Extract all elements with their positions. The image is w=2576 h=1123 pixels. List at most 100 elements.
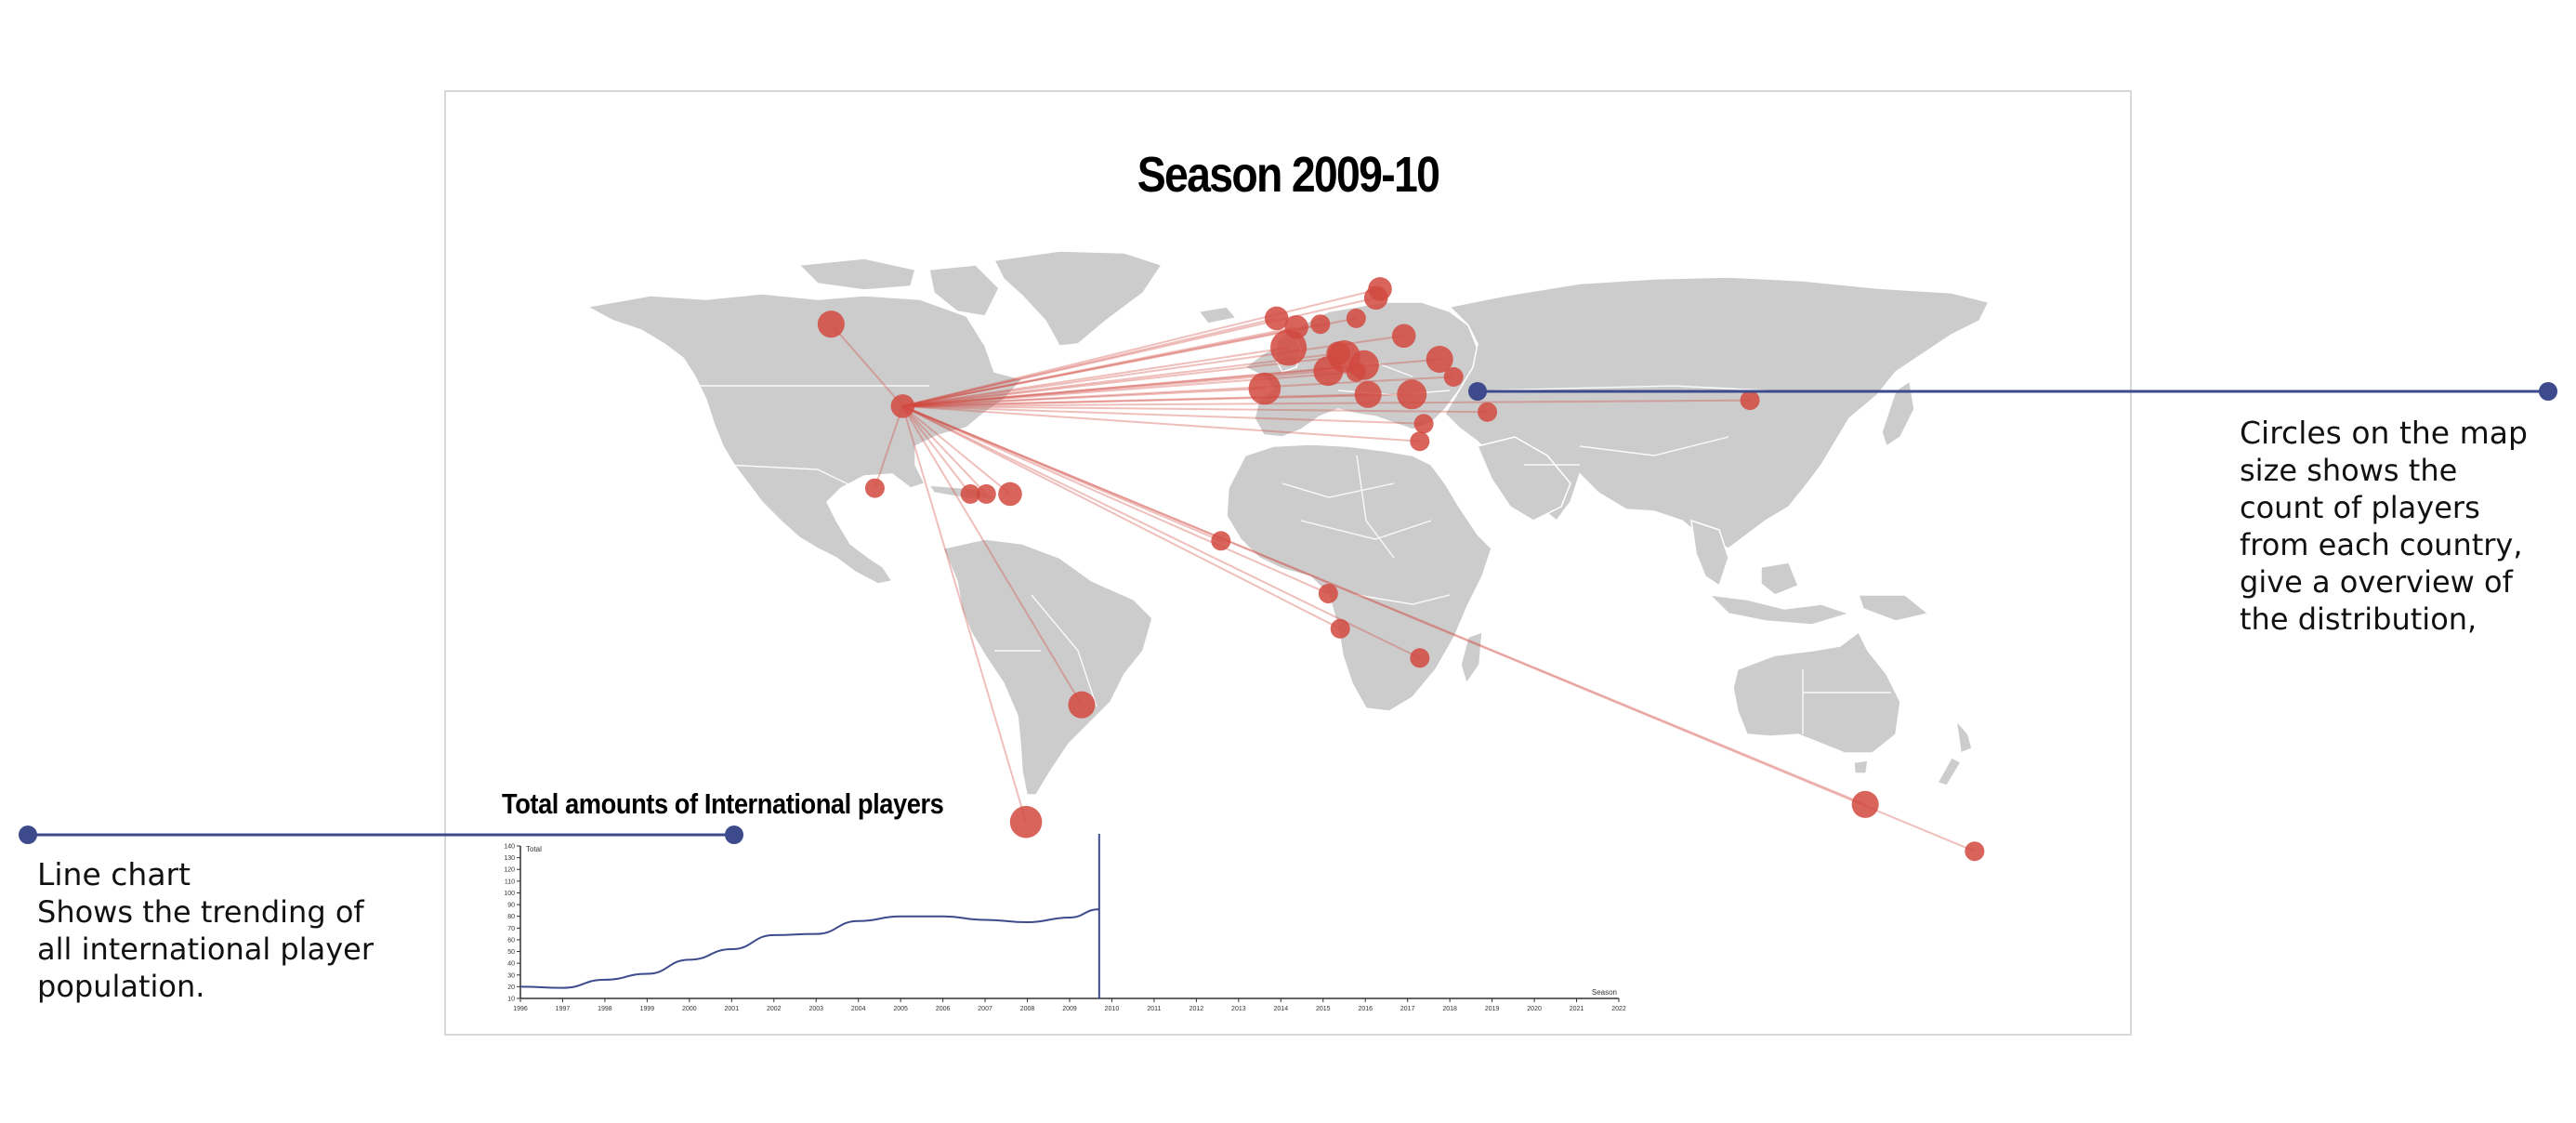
country-circle[interactable] (817, 310, 845, 338)
connection-line (902, 399, 1751, 407)
country-circle[interactable] (1346, 362, 1366, 382)
connection-line (902, 355, 1345, 407)
map-annotation-line: count of players (2240, 490, 2480, 525)
x-tick-label: 2018 (1442, 1006, 1457, 1012)
connection-lines (830, 287, 1976, 852)
connection-line (902, 404, 1222, 542)
chart-annotation-line: population. (37, 969, 205, 1004)
y-tick-label: 130 (504, 855, 515, 862)
land-tasmania (1853, 760, 1869, 774)
country-circle[interactable] (1426, 345, 1453, 374)
connection-line (902, 363, 1364, 407)
land-madagascar (1460, 630, 1483, 685)
map-annotation-title: Circles on the map (2240, 415, 2528, 451)
connection-line (902, 404, 1425, 425)
connection-line (902, 393, 1369, 407)
land-japan (1881, 379, 1915, 448)
country-circle[interactable] (1410, 431, 1430, 452)
connection-line (902, 335, 1404, 407)
country-circle[interactable] (1211, 531, 1231, 551)
country-circle[interactable] (1740, 390, 1760, 411)
x-tick-label: 2019 (1485, 1006, 1500, 1012)
x-axis-label: Season (1592, 988, 1617, 997)
connection-line (902, 323, 1321, 407)
country-circle[interactable] (1478, 402, 1498, 422)
x-tick-label: 1998 (598, 1006, 612, 1012)
connection-line (902, 287, 1381, 407)
country-circle[interactable] (976, 483, 996, 504)
country-circle[interactable] (1410, 648, 1430, 668)
y-tick-label: 110 (505, 879, 515, 885)
connection-line (901, 404, 1329, 595)
x-tick-label: 2003 (808, 1006, 823, 1012)
map-annotation-line: size shows the (2240, 453, 2458, 488)
country-circle[interactable] (1248, 372, 1281, 405)
connection-line (901, 405, 988, 495)
y-tick-label: 50 (507, 949, 515, 956)
country-circle[interactable] (1346, 308, 1366, 328)
map-annotation-line: the distribution, (2240, 601, 2477, 637)
connection-line (902, 317, 1277, 407)
country-circle[interactable] (1851, 790, 1879, 818)
x-tick-label: 2010 (1105, 1006, 1120, 1012)
connection-line (901, 405, 1341, 630)
land-borneo (1760, 562, 1799, 596)
country-circle[interactable] (864, 478, 885, 498)
y-tick-label: 40 (507, 961, 515, 968)
country-circle[interactable] (960, 483, 980, 504)
country-circle[interactable] (998, 482, 1022, 507)
land-new-guinea (1857, 594, 1930, 622)
country-circle[interactable] (890, 394, 915, 418)
x-tick-label: 1997 (556, 1006, 571, 1012)
connection-line (901, 405, 1011, 495)
connection-line (902, 404, 1420, 443)
country-circle[interactable] (1354, 380, 1382, 408)
x-tick-label: 2012 (1189, 1006, 1204, 1012)
country-borders (692, 362, 1891, 734)
country-circle[interactable] (1284, 315, 1308, 339)
land-africa (1226, 443, 1492, 712)
land-arabia (1476, 436, 1571, 522)
country-circle[interactable] (1397, 379, 1427, 410)
country-circle[interactable] (1443, 366, 1464, 387)
x-tick-label: 2000 (682, 1006, 697, 1012)
x-tick-label: 2017 (1400, 1006, 1415, 1012)
country-circle[interactable] (1413, 414, 1434, 434)
map-annotation-line: from each country, (2240, 527, 2523, 562)
x-tick-label: 2013 (1231, 1006, 1246, 1012)
season-title: Season 2009-10 (1137, 147, 1440, 203)
x-tick-label: 2011 (1147, 1006, 1161, 1012)
country-circle[interactable] (1318, 584, 1338, 603)
x-tick-label: 2015 (1316, 1006, 1331, 1012)
x-tick-label: 1999 (640, 1006, 655, 1012)
series-line-total (519, 908, 1099, 989)
connection-line (902, 346, 1289, 407)
country-circle[interactable] (1009, 805, 1043, 839)
connection-line (874, 405, 904, 489)
x-tick-label: 2006 (936, 1006, 951, 1012)
land-south-america (941, 538, 1153, 796)
x-tick-label: 2007 (978, 1006, 992, 1012)
annotation-connector-left (19, 826, 743, 844)
country-circle[interactable] (1068, 691, 1096, 719)
land-indochina (1690, 519, 1729, 588)
country-circle[interactable] (1264, 306, 1289, 331)
connection-line (901, 405, 1083, 706)
country-circle[interactable] (1330, 618, 1350, 639)
country-circle[interactable] (1965, 841, 1985, 862)
connection-line (901, 405, 971, 495)
chart-annotation: Line chart Shows the trending of all int… (37, 856, 409, 1005)
y-tick-label: 90 (507, 903, 515, 909)
country-circle[interactable] (1391, 324, 1416, 349)
country-circle[interactable] (1368, 277, 1392, 301)
land-baffin (928, 264, 1000, 317)
land-asia (1444, 276, 1991, 549)
land-indonesia (1707, 593, 1852, 626)
country-circle[interactable] (1310, 314, 1331, 335)
y-tick-label: 70 (507, 926, 515, 932)
chart-annotation-line: all international player (37, 931, 375, 967)
connection-line (902, 325, 1297, 407)
connection-line (902, 404, 1488, 414)
y-tick-label: 120 (504, 867, 515, 874)
y-tick-label: 30 (507, 972, 515, 979)
